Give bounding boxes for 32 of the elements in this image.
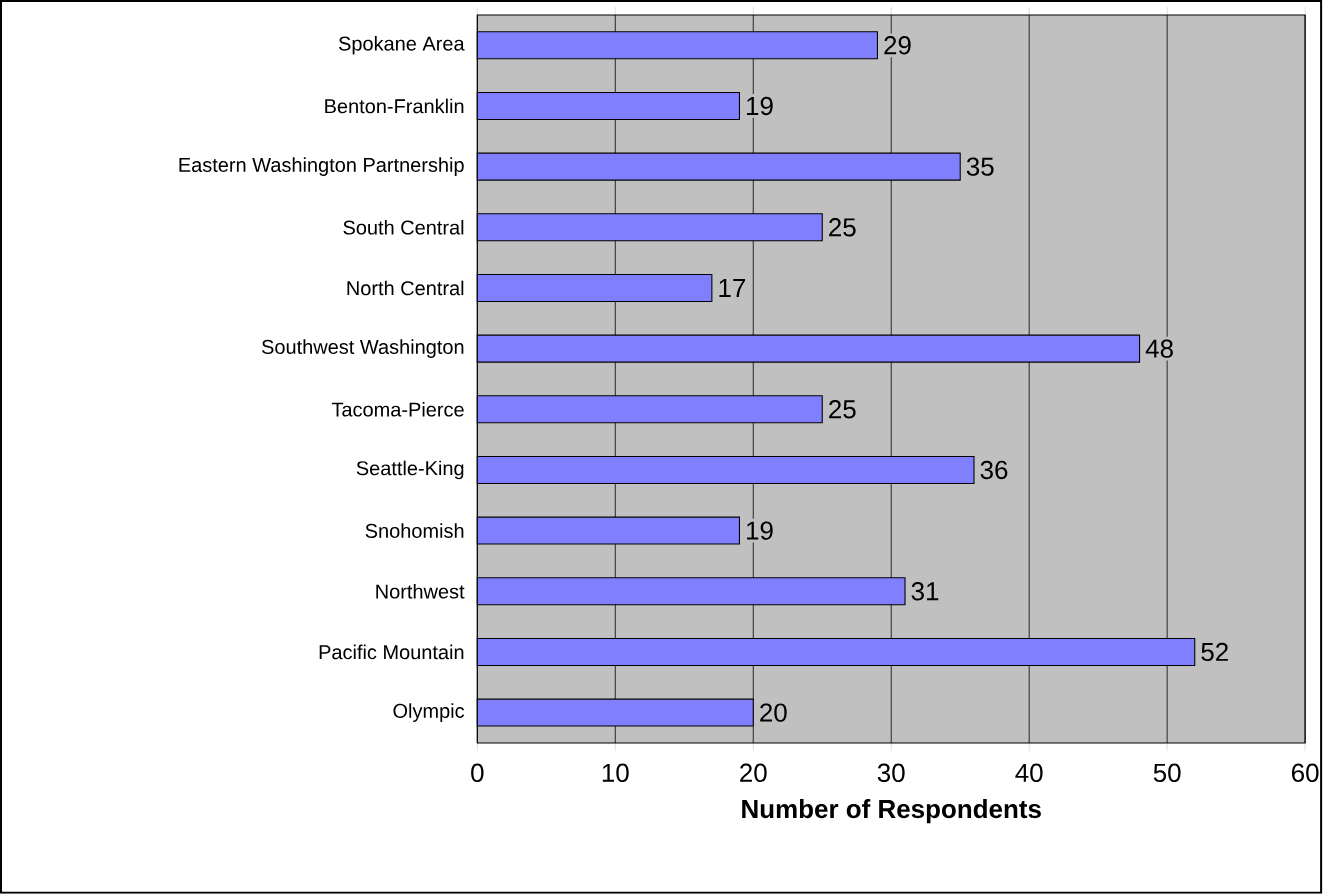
x-tick-label: 20 (740, 763, 767, 783)
data-label: 25 (829, 400, 856, 419)
y-tick-label: South Central (343, 220, 464, 235)
data-label: 31 (911, 582, 939, 601)
x-tick-label: 50 (1153, 763, 1181, 783)
y-tick-label: Pacific Mountain (319, 644, 464, 660)
y-tick-label: Southwest Washington (262, 339, 464, 359)
data-label: 36 (980, 460, 1008, 480)
data-label: 29 (884, 36, 911, 55)
x-tick-label: 10 (602, 763, 629, 783)
y-tick-label: Eastern Washington Partnership (179, 157, 464, 177)
y-tick-label: Northwest (376, 584, 465, 599)
x-tick-label: 40 (1015, 763, 1043, 783)
data-label: 52 (1201, 642, 1228, 662)
data-label: 19 (747, 96, 773, 116)
data-label: 20 (760, 703, 787, 722)
x-axis-title: Number of Respondents (742, 799, 1041, 824)
data-label: 19 (747, 521, 773, 540)
x-tick-label: 60 (1292, 763, 1319, 783)
data-label: 35 (966, 157, 994, 176)
x-tick-label: 30 (877, 763, 905, 783)
x-tick-label: 0 (471, 763, 484, 783)
y-tick-label: Olympic (393, 703, 465, 723)
y-tick-label: Snohomish (365, 523, 464, 539)
y-tick-label: Benton-Franklin (325, 98, 464, 114)
data-label: 25 (829, 218, 856, 237)
y-tick-label: North Central (347, 280, 464, 296)
y-tick-label: Tacoma-Pierce (331, 402, 464, 417)
data-label: 48 (1145, 339, 1173, 358)
y-tick-label: Spokane Area (338, 36, 465, 55)
y-tick-label: Seattle-King (356, 460, 464, 480)
data-label: 17 (719, 279, 746, 298)
